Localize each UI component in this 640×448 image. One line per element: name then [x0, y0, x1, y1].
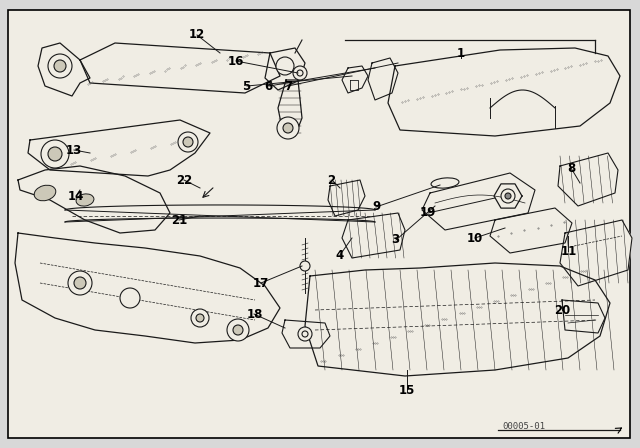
Text: 5: 5 — [243, 79, 250, 93]
Ellipse shape — [431, 178, 459, 188]
Polygon shape — [80, 43, 280, 93]
Circle shape — [68, 271, 92, 295]
Polygon shape — [38, 43, 90, 96]
Text: 8: 8 — [567, 161, 575, 175]
Text: 10: 10 — [467, 232, 483, 245]
Circle shape — [196, 314, 204, 322]
Circle shape — [297, 70, 303, 76]
Polygon shape — [494, 184, 522, 208]
Polygon shape — [282, 320, 330, 348]
Polygon shape — [265, 48, 305, 90]
Circle shape — [505, 193, 511, 199]
Circle shape — [501, 189, 515, 203]
Text: 1: 1 — [457, 47, 465, 60]
Text: 4: 4 — [335, 249, 343, 262]
Text: 20: 20 — [554, 303, 570, 317]
Text: 3: 3 — [392, 233, 399, 246]
Text: 18: 18 — [246, 308, 263, 321]
Circle shape — [302, 331, 308, 337]
Polygon shape — [560, 220, 632, 286]
Polygon shape — [368, 58, 398, 100]
Text: 16: 16 — [227, 55, 244, 69]
Circle shape — [277, 117, 299, 139]
Ellipse shape — [34, 185, 56, 201]
Text: 6: 6 — [265, 79, 273, 93]
Polygon shape — [15, 233, 280, 343]
Polygon shape — [490, 208, 572, 253]
Text: 19: 19 — [419, 206, 436, 220]
Polygon shape — [328, 180, 365, 216]
Circle shape — [227, 319, 249, 341]
Polygon shape — [342, 66, 368, 93]
Polygon shape — [558, 153, 618, 206]
Circle shape — [41, 140, 69, 168]
Polygon shape — [342, 213, 405, 258]
Circle shape — [300, 261, 310, 271]
Text: 15: 15 — [398, 384, 415, 397]
Ellipse shape — [76, 194, 94, 206]
Polygon shape — [65, 205, 375, 222]
Polygon shape — [305, 263, 610, 376]
Polygon shape — [562, 300, 605, 333]
Text: 7: 7 — [284, 79, 292, 93]
Circle shape — [191, 309, 209, 327]
Polygon shape — [350, 80, 358, 90]
Polygon shape — [28, 120, 210, 176]
Circle shape — [48, 54, 72, 78]
Polygon shape — [422, 173, 535, 230]
Text: 11: 11 — [560, 245, 577, 258]
Circle shape — [120, 288, 140, 308]
Text: 14: 14 — [67, 190, 84, 203]
Polygon shape — [388, 48, 620, 136]
Text: 2: 2 — [328, 173, 335, 187]
Text: 12: 12 — [189, 28, 205, 42]
Text: 22: 22 — [176, 173, 193, 187]
Text: 17: 17 — [253, 276, 269, 290]
Text: 00005-01: 00005-01 — [502, 422, 545, 431]
Circle shape — [74, 277, 86, 289]
Polygon shape — [278, 80, 302, 136]
Text: 13: 13 — [65, 143, 82, 157]
Circle shape — [283, 123, 293, 133]
Text: 9: 9 — [372, 200, 380, 214]
Circle shape — [293, 66, 307, 80]
Circle shape — [233, 325, 243, 335]
Circle shape — [178, 132, 198, 152]
Circle shape — [298, 327, 312, 341]
Circle shape — [54, 60, 66, 72]
Circle shape — [183, 137, 193, 147]
Text: 21: 21 — [171, 214, 188, 227]
Circle shape — [276, 57, 294, 75]
Circle shape — [48, 147, 62, 161]
Polygon shape — [18, 166, 170, 233]
